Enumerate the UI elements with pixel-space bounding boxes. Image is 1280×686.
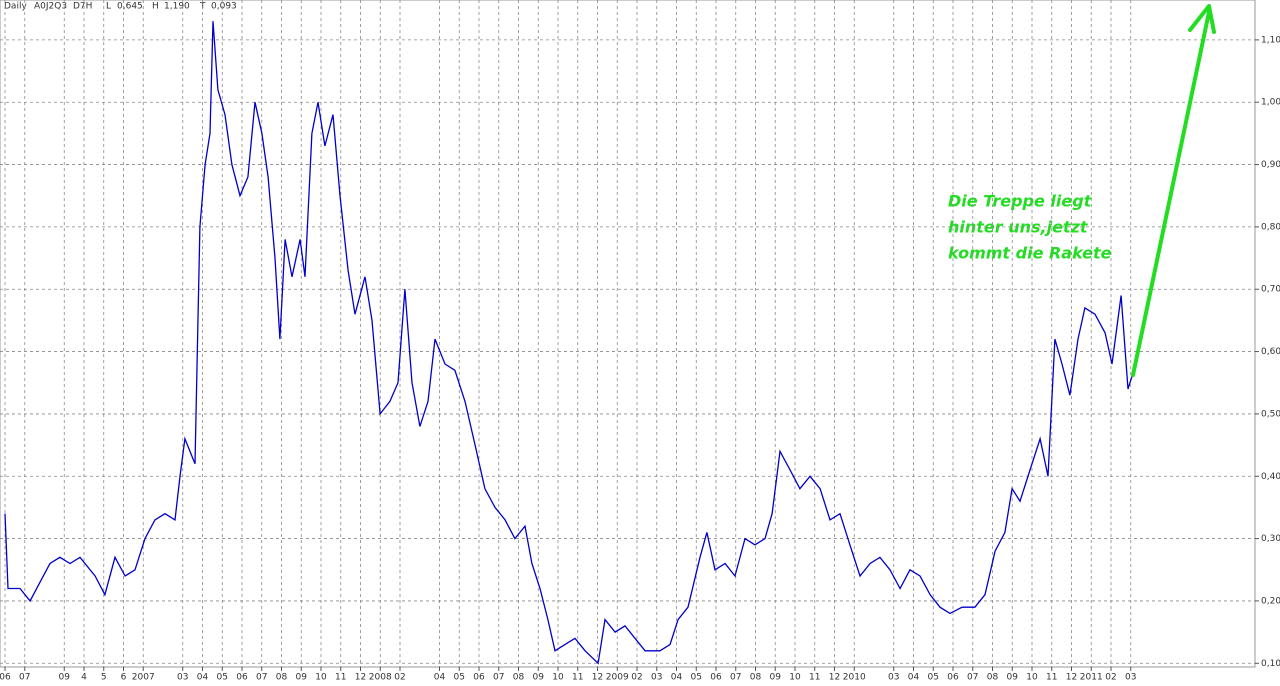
x-tick-label: 06 — [947, 673, 959, 683]
x-tick-label: 07 — [493, 673, 504, 683]
x-tick-label: 07 — [256, 673, 267, 683]
x-tick-label: 06 — [0, 673, 11, 683]
x-tick-label: 05 — [217, 673, 228, 683]
x-tick-label: 09 — [59, 673, 71, 683]
x-tick-label: 10 — [789, 673, 801, 683]
y-tick-label: 0,50 — [1261, 409, 1280, 419]
x-tick-label: 2010 — [843, 673, 866, 683]
y-tick-label: 1,00 — [1261, 98, 1280, 108]
header-text: A0J2Q3 — [34, 2, 67, 12]
x-tick-label: 02 — [631, 673, 642, 683]
x-tick-label: 6 — [121, 673, 127, 683]
x-tick-label: 5 — [101, 673, 107, 683]
arrow — [1131, 4, 1216, 377]
x-tick-label: 03 — [1125, 673, 1136, 683]
plot-area — [0, 0, 1256, 668]
annotation-line: Die Treppe liegt — [948, 192, 1093, 211]
x-tick-label: 04 — [197, 673, 209, 683]
y-tick-label: 0,10 — [1261, 659, 1280, 669]
y-tick-label: 0,20 — [1261, 596, 1280, 606]
x-tick-label: 05 — [454, 673, 465, 683]
x-tick-label: 09 — [296, 673, 308, 683]
x-tick-label: 12 — [1066, 673, 1077, 683]
x-tick-label: 2008 — [369, 673, 392, 683]
x-tick-label: 07 — [19, 673, 30, 683]
x-tick-label: 07 — [730, 673, 741, 683]
x-tick-label: 09 — [770, 673, 782, 683]
x-tick-label: 2007 — [132, 673, 155, 683]
header-text: 1,190 — [164, 2, 190, 12]
x-tick-label: 09 — [533, 673, 545, 683]
y-tick-label: 0,30 — [1261, 534, 1280, 544]
y-tick-label: 1,10 — [1261, 35, 1280, 45]
header-text: Daily — [4, 2, 27, 12]
x-tick-label: 05 — [691, 673, 702, 683]
x-tick-label: 08 — [750, 673, 762, 683]
x-tick-label: 2011 — [1080, 673, 1103, 683]
annotation: Die Treppe liegt hinter uns,jetzt kommt di… — [948, 192, 1112, 263]
x-tick-label: 08 — [987, 673, 999, 683]
x-tick-label: 11 — [335, 673, 346, 683]
x-tick-label: 10 — [1026, 673, 1038, 683]
header-text: D7H — [73, 2, 92, 12]
x-tick-label: 12 — [355, 673, 366, 683]
annotation-line: hinter uns,jetzt — [948, 218, 1089, 237]
x-tick-label: 10 — [315, 673, 327, 683]
x-tick-label: 06 — [236, 673, 248, 683]
x-tick-label: 09 — [1007, 673, 1019, 683]
x-tick-label: 04 — [434, 673, 446, 683]
x-tick-label: 03 — [888, 673, 899, 683]
x-tick-label: 4 — [81, 673, 87, 683]
x-tick-label: 06 — [710, 673, 722, 683]
x-tick-label: 03 — [651, 673, 662, 683]
y-tick-label: 0,40 — [1261, 472, 1280, 482]
x-tick-label: 02 — [1105, 673, 1116, 683]
x-tick-label: 12 — [592, 673, 603, 683]
x-tick-label: 10 — [552, 673, 564, 683]
x-tick-label: 08 — [513, 673, 525, 683]
header-text: 0,645 — [117, 2, 143, 12]
y-tick-label: 0,80 — [1261, 222, 1280, 232]
x-tick-label: 05 — [928, 673, 939, 683]
annotation-line: kommt die Rakete — [948, 244, 1112, 263]
x-tick-label: 11 — [809, 673, 820, 683]
x-tick-label: 02 — [394, 673, 405, 683]
x-tick-label: 2009 — [606, 673, 629, 683]
header-text: 0,093 — [211, 2, 237, 12]
x-tick-label: 11 — [1046, 673, 1057, 683]
header-text: L — [106, 2, 111, 12]
x-tick-label: 12 — [829, 673, 840, 683]
x-tick-label: 06 — [473, 673, 485, 683]
x-tick-label: 07 — [967, 673, 978, 683]
price-line — [4, 21, 1135, 665]
y-tick-label: 0,90 — [1261, 160, 1280, 170]
x-tick-label: 04 — [671, 673, 683, 683]
x-tick-label: 03 — [177, 673, 188, 683]
y-tick-label: 0,70 — [1261, 285, 1280, 295]
header-text: H — [152, 2, 159, 12]
x-tick-label: 04 — [908, 673, 920, 683]
x-tick-label: 08 — [276, 673, 288, 683]
x-tick-label: 11 — [572, 673, 583, 683]
y-tick-label: 0,60 — [1261, 347, 1280, 357]
